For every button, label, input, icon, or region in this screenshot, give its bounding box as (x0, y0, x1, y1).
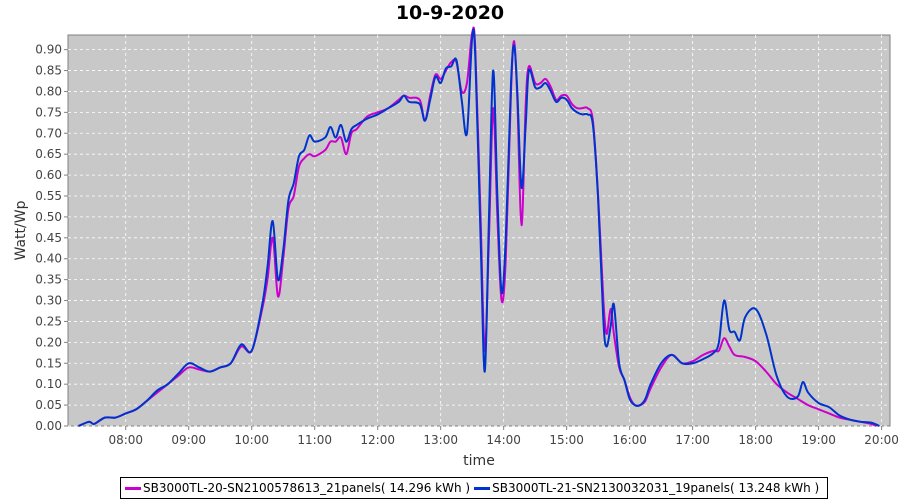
x-tick-label: 10:00 (234, 433, 269, 447)
y-tick-label: 0.00 (35, 419, 62, 433)
y-tick-label: 0.65 (35, 147, 62, 161)
y-tick-label: 0.30 (35, 294, 62, 308)
plot-background (67, 34, 891, 427)
x-axis-label: time (463, 453, 495, 469)
legend-item: SB3000TL-20-SN2100578613_21panels( 14.29… (125, 481, 470, 495)
series-line-1 (78, 26, 877, 427)
y-tick-label: 0.40 (35, 252, 62, 266)
y-tick-label: 0.10 (35, 377, 62, 391)
y-tick-label: 0.15 (35, 356, 62, 370)
legend-label: SB3000TL-20-SN2100578613_21panels( 14.29… (143, 481, 471, 495)
y-tick-label: 0.60 (35, 168, 62, 182)
x-tick-label: 20:00 (864, 433, 899, 447)
x-tick-label: 11:00 (297, 433, 332, 447)
y-tick-label: 0.80 (35, 84, 62, 98)
legend-label: SB3000TL-21-SN2130032031_19panels( 13.24… (492, 481, 820, 495)
x-tick-label: 14:00 (486, 433, 521, 447)
x-tick-label: 15:00 (549, 433, 584, 447)
y-tick-label: 0.75 (35, 105, 62, 119)
x-tick-label: 13:00 (423, 433, 458, 447)
y-tick-label: 0.70 (35, 126, 62, 140)
y-axis-label: Watt/Wp (13, 200, 29, 260)
legend-swatch (474, 486, 491, 490)
x-tick-label: 19:00 (801, 433, 836, 447)
y-tick-label: 0.45 (35, 231, 62, 245)
y-tick-label: 0.90 (35, 43, 62, 57)
x-tick-label: 08:00 (108, 433, 143, 447)
y-tick-label: 0.85 (35, 64, 62, 78)
legend-item: SB3000TL-21-SN2130032031_19panels( 13.24… (474, 481, 819, 495)
x-tick-label: 18:00 (738, 433, 773, 447)
x-tick-label: 09:00 (171, 433, 206, 447)
chart-title: 10-9-2020 (395, 2, 505, 24)
legend-swatch (125, 486, 141, 490)
y-tick-label: 0.05 (35, 398, 62, 412)
y-tick-label: 0.55 (35, 189, 62, 203)
y-tick-label: 0.20 (35, 335, 62, 349)
y-tick-label: 0.25 (35, 314, 62, 328)
y-tick-label: 0.35 (35, 273, 62, 287)
legend: SB3000TL-20-SN2100578613_21panels( 14.29… (120, 477, 829, 499)
x-tick-label: 17:00 (675, 433, 710, 447)
x-tick-label: 16:00 (612, 433, 647, 447)
x-tick-label: 12:00 (360, 433, 395, 447)
y-tick-label: 0.50 (35, 210, 62, 224)
series-line-2 (78, 28, 880, 427)
